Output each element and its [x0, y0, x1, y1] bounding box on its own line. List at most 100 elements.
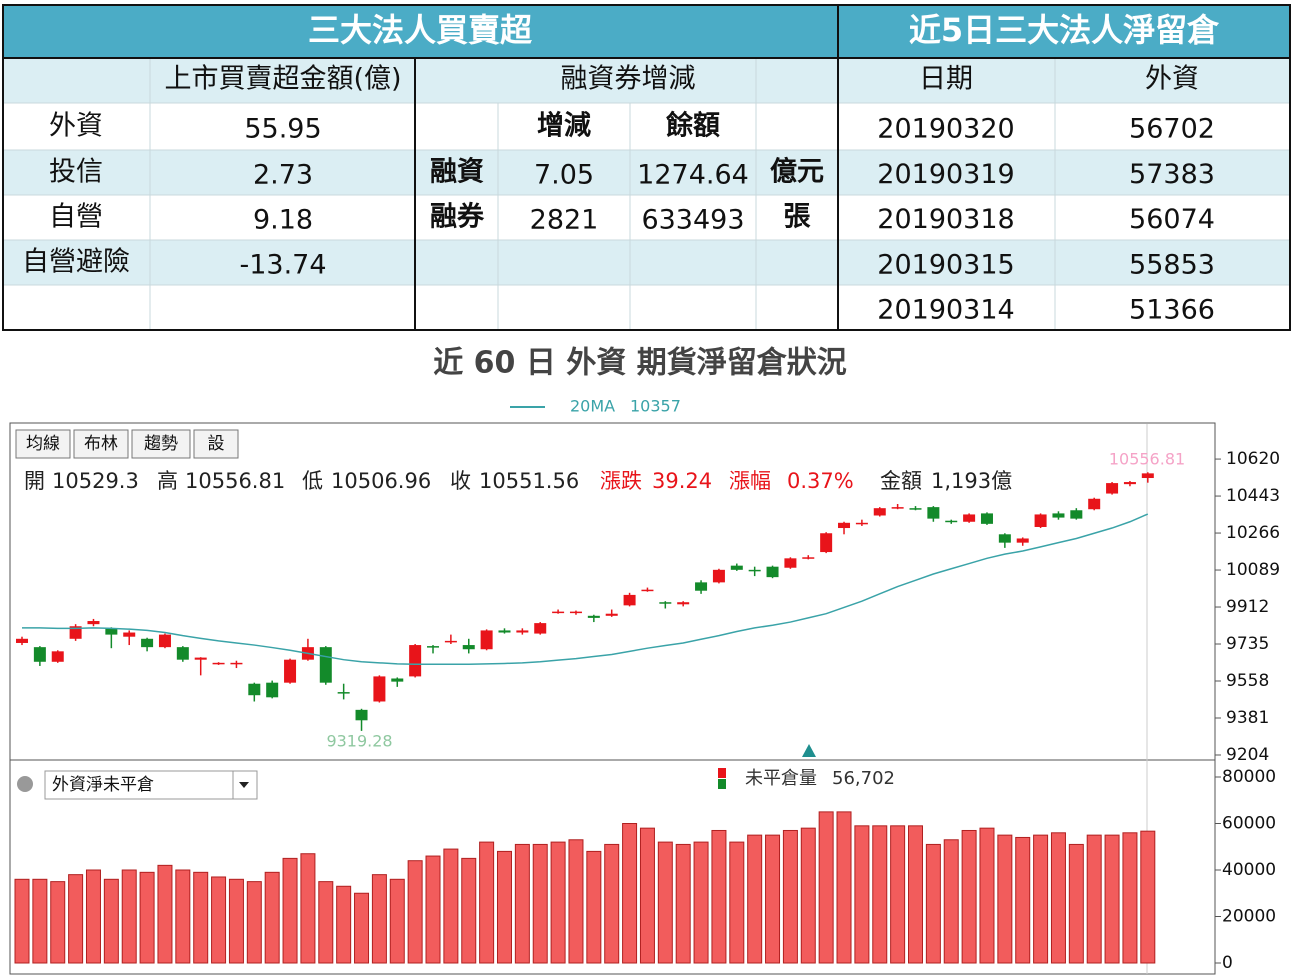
candle-body [444, 640, 457, 643]
candle-body [516, 630, 529, 633]
candle-body [1034, 514, 1047, 527]
cell-text: 56702 [1129, 114, 1215, 145]
bar [14, 878, 30, 964]
bar [639, 827, 655, 964]
candle-body [1052, 513, 1065, 518]
legend-label: 未平倉量 [745, 768, 817, 789]
bar [175, 869, 191, 964]
candle-body [998, 534, 1011, 543]
row-label: 投信 [49, 157, 103, 188]
bar [729, 841, 745, 964]
candle-body [319, 647, 332, 683]
column-header: 餘額 [666, 110, 720, 142]
column-header: 外資 [1145, 64, 1199, 95]
y-tick-label: 10443 [1226, 486, 1280, 506]
y-tick-label: 10089 [1226, 560, 1280, 580]
info-text: 10529.3 [52, 469, 139, 493]
candle-body [284, 659, 297, 683]
close-icon[interactable] [17, 776, 33, 792]
candle-body [266, 682, 279, 698]
candle-body [176, 647, 189, 660]
bar [68, 874, 84, 964]
info-text: 開 [24, 469, 45, 493]
bar [1050, 832, 1066, 964]
candle-body [230, 662, 243, 665]
y-tick-label: 60000 [1222, 814, 1276, 834]
chart-title: 近 60 日 外資 期貨淨留倉狀況 [433, 346, 847, 381]
toolbar-button[interactable] [131, 429, 191, 459]
cell-text: 2821 [530, 205, 599, 236]
legend-value: 10357 [630, 397, 681, 416]
bar [246, 881, 262, 964]
high-annotation: 10556.81 [1109, 450, 1185, 469]
bar [425, 855, 441, 964]
cell-text: -13.74 [239, 250, 326, 281]
candle-body [141, 638, 154, 648]
cell-text: 57383 [1129, 159, 1215, 190]
y-tick-label: 9381 [1226, 708, 1269, 728]
dropdown-label: 外資淨未平倉 [52, 775, 154, 795]
table-title: 三大法人買賣超 [308, 11, 533, 49]
candle-body [1070, 510, 1083, 519]
candle-body [1141, 473, 1154, 479]
candle-body [534, 623, 547, 634]
row-label: 自營 [49, 202, 103, 233]
table-grid [3, 58, 1290, 330]
candle-body [802, 557, 815, 559]
bar [818, 811, 834, 964]
candle-body [462, 645, 475, 650]
y-tick-label: 0 [1222, 953, 1233, 973]
candle-body [945, 520, 958, 523]
info-text: 漲跌 [600, 469, 642, 493]
button-label: 均線 [26, 434, 60, 454]
bar [532, 843, 548, 964]
bar [407, 860, 423, 964]
cell-text: 55.95 [244, 114, 321, 145]
bar [264, 871, 280, 964]
candle-body [748, 569, 761, 572]
bar [836, 811, 852, 964]
candle-body [1088, 498, 1101, 510]
candle-body [248, 683, 261, 696]
bar [961, 829, 977, 964]
y-tick-label: 9912 [1226, 597, 1269, 617]
bar [1140, 830, 1156, 964]
candle-body [391, 678, 404, 682]
candle-body [355, 709, 368, 721]
toolbar-button[interactable] [15, 429, 71, 459]
y-tick-label: 40000 [1222, 860, 1276, 880]
candle-body [212, 662, 225, 665]
bar [943, 839, 959, 964]
row-label: 融資 [430, 157, 484, 188]
row-bg [3, 150, 1290, 195]
bar [1068, 843, 1084, 964]
toolbar-button[interactable] [193, 429, 239, 459]
candle-body [712, 569, 725, 583]
info-text: 10551.56 [479, 469, 579, 493]
candle-body [373, 676, 386, 702]
y-tick-label: 10266 [1226, 523, 1280, 543]
dropdown[interactable] [44, 770, 258, 800]
y-tick-label: 9735 [1226, 634, 1269, 654]
y-tick-label: 9204 [1226, 745, 1269, 765]
bar [389, 878, 405, 964]
candle-body [659, 602, 672, 604]
bar [103, 878, 119, 964]
info-text: 1,193億 [931, 469, 1012, 493]
candle-body [194, 657, 207, 660]
candle-body [730, 565, 743, 570]
bar [318, 881, 334, 964]
info-text: 金額 [880, 469, 922, 493]
toolbar-button[interactable] [73, 429, 129, 459]
info-text: 10556.81 [185, 469, 285, 493]
candle-body [569, 611, 582, 614]
cell-text: 633493 [641, 205, 744, 236]
y-tick-label: 9558 [1226, 671, 1269, 691]
candle-body [480, 630, 493, 650]
bar [157, 864, 173, 964]
candle-body [587, 615, 600, 618]
bar [228, 878, 244, 964]
bar [282, 857, 298, 964]
row-label: 自營避險 [22, 247, 130, 278]
y-tick-label: 80000 [1222, 767, 1276, 787]
